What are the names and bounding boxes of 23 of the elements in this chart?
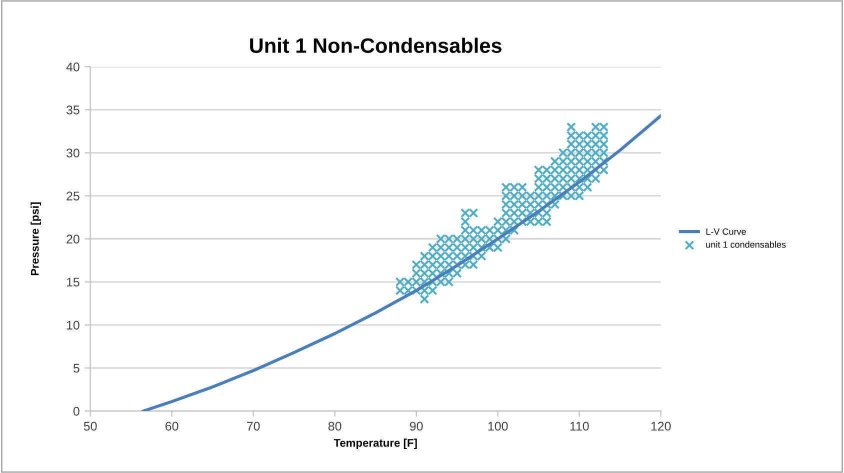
y-tick-label: 5 [73, 364, 80, 373]
y-tick-label: 30 [66, 148, 80, 158]
legend-label: L-V Curve [706, 228, 746, 235]
legend-label: unit 1 condensables [706, 241, 786, 248]
y-tick-label: 25 [66, 192, 80, 200]
x-tick-label: 50 [84, 422, 97, 431]
y-tick-label: 10 [66, 320, 80, 330]
x-tick-label: 90 [410, 422, 423, 431]
y-tick-label: 0 [73, 406, 80, 416]
x-tick-label: 120 [651, 422, 671, 431]
x-tick-label: 70 [247, 422, 260, 431]
y-axis-title: Pressure [psi] [30, 202, 41, 276]
x-axis-title: Temperature [F] [334, 438, 417, 450]
y-tick-label: 40 [66, 62, 80, 72]
y-tick-label: 15 [66, 278, 80, 287]
chart-title: Unit 1 Non-Condensables [250, 38, 502, 54]
x-tick-label: 60 [166, 422, 178, 431]
x-tick-label: 100 [488, 422, 508, 431]
x-tick-label: 80 [328, 422, 342, 431]
x-tick-label: 110 [570, 422, 589, 431]
line-series [142, 114, 661, 412]
y-tick-label: 35 [66, 106, 80, 114]
y-tick-label: 20 [66, 234, 80, 244]
